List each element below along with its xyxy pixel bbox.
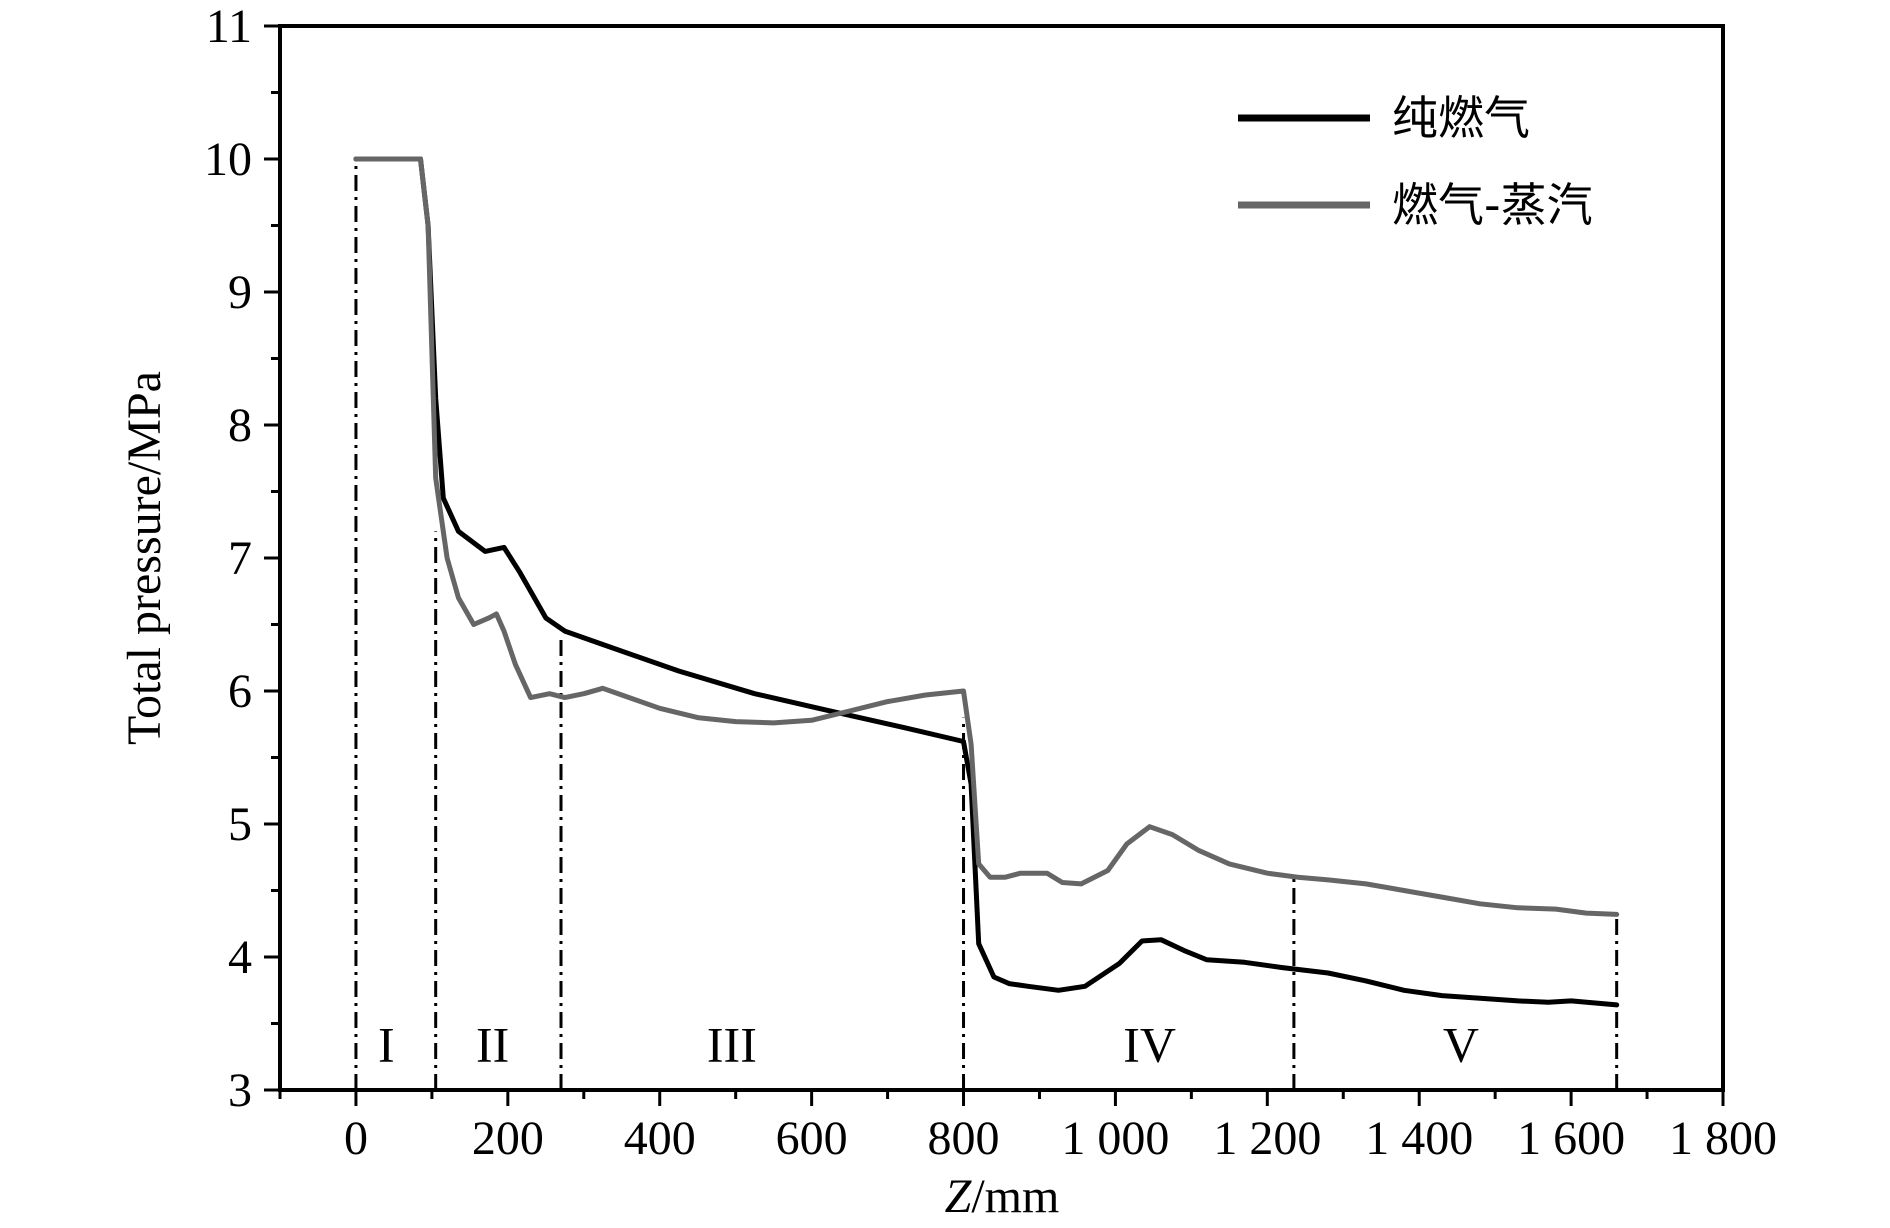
x-axis-label-variable: Z (945, 1170, 973, 1223)
y-tick-label-9: 9 (228, 266, 252, 319)
region-labels: I II III IV V (378, 1016, 1479, 1072)
plot-frame (278, 24, 1725, 1092)
x-tick-label-1000: 1 000 (1061, 1112, 1169, 1165)
x-tick-label-800: 800 (928, 1112, 1000, 1165)
y-tick-label-4: 4 (228, 931, 252, 984)
x-tick-label-1600: 1 600 (1517, 1112, 1625, 1165)
y-tick-label-3: 3 (228, 1064, 252, 1117)
x-tick-label-0: 0 (344, 1112, 368, 1165)
x-tick-label-600: 600 (776, 1112, 848, 1165)
region-label-ii: II (476, 1016, 509, 1072)
region-label-v: V (1443, 1016, 1479, 1072)
y-tick-label-7: 7 (228, 532, 252, 585)
region-label-iii: III (707, 1016, 757, 1072)
x-axis-label: Z/mm (945, 1170, 1060, 1223)
legend-label-pure-gas: 纯燃气 (1392, 91, 1530, 145)
x-tick-label-200: 200 (472, 1112, 544, 1165)
legend-label-gas-steam: 燃气-蒸汽 (1392, 178, 1593, 232)
x-tick-label-1800: 1 800 (1669, 1112, 1777, 1165)
region-label-i: I (378, 1016, 395, 1072)
y-tick-label-10: 10 (204, 133, 252, 186)
series-line-1 (353, 156, 1620, 917)
legend: 纯燃气 燃气-蒸汽 (1238, 91, 1593, 232)
y-tick-label-11: 11 (206, 0, 252, 53)
x-tick-label-1400: 1 400 (1365, 1112, 1473, 1165)
x-tick-label-400: 400 (624, 1112, 696, 1165)
y-axis-label: Total pressure/MPa (118, 371, 171, 745)
y-tick-label-5: 5 (228, 798, 252, 851)
x-axis-label-unit: /mm (971, 1170, 1059, 1223)
data-series (353, 156, 1620, 1008)
y-tick-label-8: 8 (228, 399, 252, 452)
region-boundaries (354, 159, 1619, 1090)
series-line-0 (353, 156, 1620, 1008)
chart-ticks: 0 200 400 600 800 1 000 1 200 1 400 1 600 1 800 3 4… (204, 0, 1777, 1165)
region-label-iv: IV (1123, 1016, 1176, 1072)
y-tick-label-6: 6 (228, 665, 252, 718)
x-tick-label-1200: 1 200 (1213, 1112, 1321, 1165)
